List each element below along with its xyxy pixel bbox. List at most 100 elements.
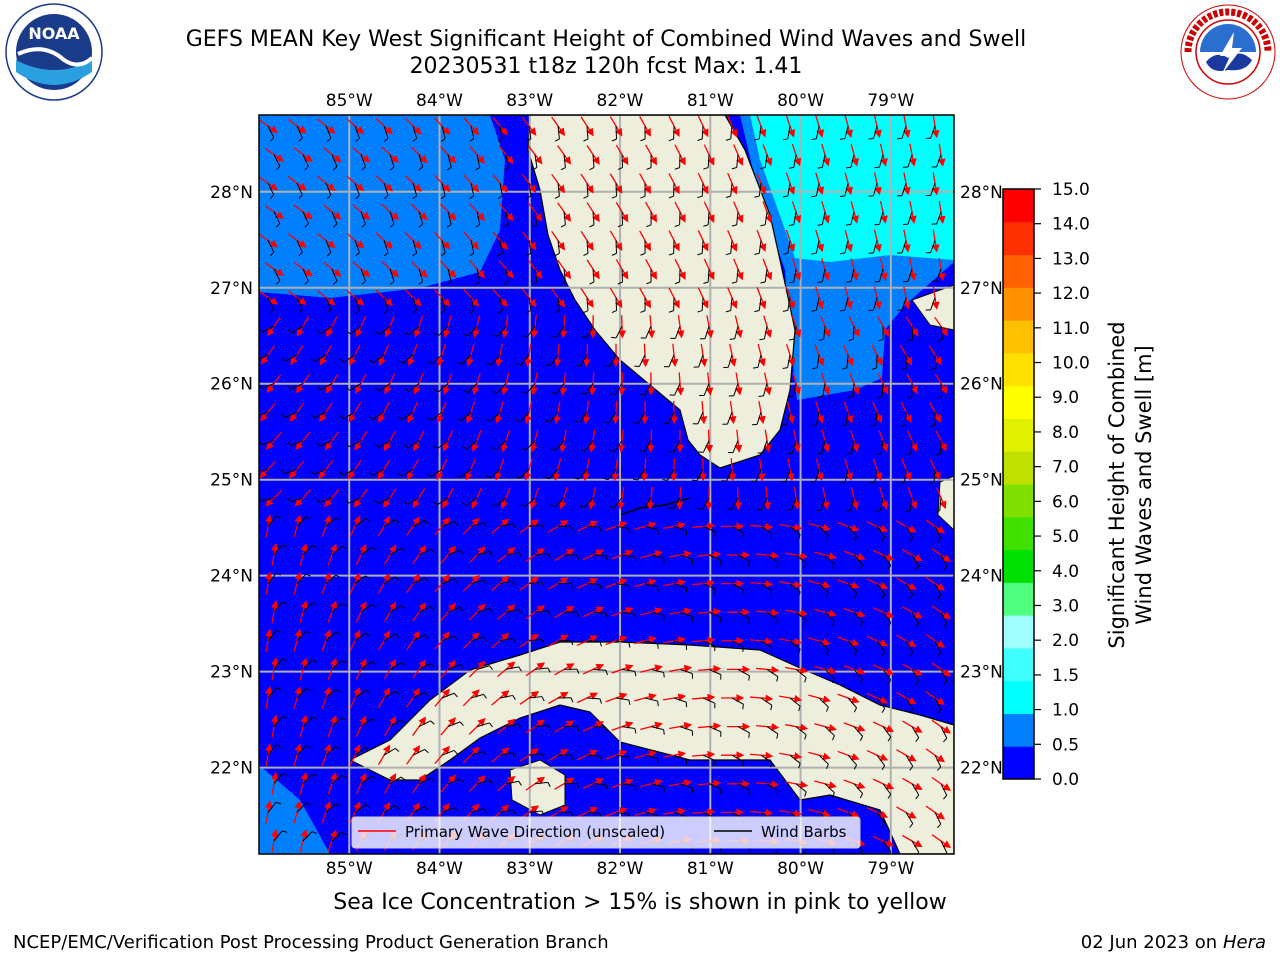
wind-barb-feather: [541, 810, 545, 816]
wind-barb: [325, 240, 332, 253]
wave-direction-arrow: [937, 200, 946, 224]
wind-barb: [528, 753, 542, 756]
wind-barb: [372, 411, 385, 420]
wind-barb-feather: [346, 330, 351, 335]
wind-barb: [702, 525, 716, 533]
wind-barb: [528, 183, 532, 197]
wind-barb-feather: [389, 223, 395, 228]
wind-barb: [876, 640, 886, 652]
wind-barb: [267, 687, 277, 699]
wind-barb-feather: [430, 720, 435, 725]
wind-barb: [793, 154, 797, 168]
wind-barb-feather: [628, 642, 631, 648]
wind-barb-feather: [667, 507, 674, 510]
wind-barb: [679, 554, 693, 560]
wind-barb: [331, 268, 338, 282]
wind-barb-feather: [703, 281, 709, 284]
wind-barb: [879, 268, 884, 282]
wind-barb: [643, 497, 652, 509]
wind-barb-feather: [937, 766, 942, 771]
wind-barb: [707, 268, 710, 283]
wind-barb: [331, 211, 338, 225]
wind-barb: [418, 663, 431, 670]
wind-barb: [697, 411, 704, 425]
wave-direction-arrow: [615, 202, 629, 223]
wind-barb-feather: [453, 692, 458, 698]
wind-barb: [438, 325, 449, 336]
wind-barb: [844, 469, 849, 482]
lon-tick-bottom: 85°W: [326, 859, 373, 879]
wind-barb-feather: [281, 357, 286, 362]
wind-barb-feather: [908, 338, 913, 342]
wind-barb-feather: [305, 573, 311, 577]
wind-barb: [644, 525, 658, 530]
wind-barb-feather: [798, 763, 801, 769]
wind-barb-feather: [453, 807, 458, 812]
wind-barb-feather: [887, 736, 892, 742]
wind-barb-feather: [526, 195, 532, 199]
wind-barb-feather: [937, 594, 942, 600]
wind-barb: [586, 697, 601, 700]
lat-tick-right: 28°N: [960, 183, 1003, 203]
wind-barb-feather: [512, 580, 516, 586]
wind-barb-feather: [657, 529, 659, 535]
wind-barb-feather: [703, 224, 709, 227]
wind-barb-feather: [492, 334, 499, 337]
wind-barb: [731, 640, 744, 648]
wind-barb-feather: [355, 309, 360, 314]
wind-barb: [578, 468, 588, 480]
wind-barb: [621, 268, 624, 283]
wind-barb-feather: [788, 395, 794, 398]
wind-barb-feather: [400, 662, 406, 667]
wind-barb-feather: [798, 648, 801, 654]
wind-barb: [882, 554, 892, 566]
wind-barb: [824, 611, 835, 622]
wind-barb-feather: [374, 500, 379, 505]
wind-barb: [534, 268, 538, 282]
map-frame: [258, 114, 955, 855]
wind-barb-feather: [742, 532, 744, 538]
wind-barb-feather: [544, 420, 551, 423]
wind-barb-feather: [859, 793, 864, 799]
wind-barb-feather: [770, 647, 773, 653]
wind-barb: [383, 690, 396, 699]
wind-barb-feather: [570, 525, 574, 531]
wind-barb: [296, 240, 303, 253]
wind-barb: [882, 726, 892, 738]
lon-tick-bottom: 80°W: [777, 859, 824, 879]
wind-barb: [730, 125, 733, 139]
wind-barb: [933, 469, 936, 483]
wind-barb: [496, 440, 507, 450]
wind-barb-feather: [943, 795, 948, 800]
wind-barb: [557, 240, 560, 254]
wind-barb: [726, 468, 733, 482]
wind-barb: [467, 383, 478, 393]
wind-barb-feather: [742, 589, 744, 595]
wind-barb-feather: [397, 472, 403, 477]
wind-barb: [818, 583, 829, 593]
wind-barb-feather: [570, 697, 574, 703]
wind-barb-feather: [281, 544, 288, 547]
wind-barb: [940, 840, 948, 853]
wind-barb-feather: [521, 447, 527, 451]
wind-barb-feather: [424, 749, 429, 754]
wind-barb-feather: [881, 822, 886, 828]
wind-barb-feather: [817, 166, 823, 169]
wind-barb: [592, 611, 607, 614]
wind-barb-feather: [875, 510, 881, 512]
wind-barb: [737, 611, 750, 619]
wind-barb-feather: [335, 746, 341, 750]
wind-barb: [905, 697, 914, 710]
wave-direction-arrow: [793, 429, 801, 453]
wind-barb: [795, 726, 807, 736]
wind-barb: [615, 640, 629, 644]
wind-barb-feather: [603, 421, 610, 424]
wind-barb-feather: [489, 551, 493, 556]
wind-barb-feather: [404, 332, 410, 336]
lon-tick-top: 81°W: [687, 91, 734, 111]
wind-barb: [844, 183, 849, 196]
wind-barb: [789, 697, 801, 707]
florida-land: [527, 115, 796, 469]
wind-barb-feather: [462, 502, 467, 506]
wind-barb-feather: [456, 418, 462, 422]
